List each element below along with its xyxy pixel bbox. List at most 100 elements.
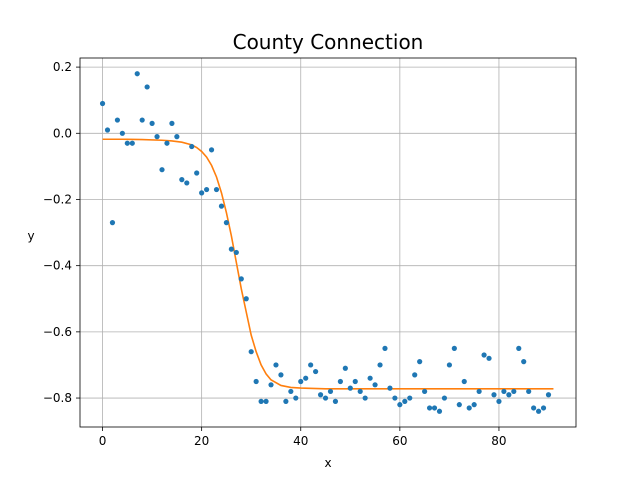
data-point xyxy=(159,167,165,173)
x-axis-ticks: 0 20 40 60 80 xyxy=(99,427,507,448)
data-point xyxy=(268,382,274,388)
data-point xyxy=(184,180,190,186)
x-tick-label: 80 xyxy=(491,434,506,448)
data-point xyxy=(233,249,239,256)
data-point xyxy=(531,405,537,411)
x-axis-label: x xyxy=(324,456,331,470)
data-point xyxy=(501,388,507,395)
data-points-layer xyxy=(99,71,552,414)
data-point xyxy=(392,395,398,401)
data-point xyxy=(179,177,185,183)
data-point xyxy=(313,368,319,375)
data-point xyxy=(134,71,140,77)
y-tick-label: −0.4 xyxy=(43,259,72,273)
data-point xyxy=(253,378,259,385)
data-point xyxy=(169,120,175,126)
data-point xyxy=(422,388,428,395)
data-point xyxy=(377,362,383,368)
data-point xyxy=(402,398,408,404)
chart-title: County Connection xyxy=(233,30,424,54)
data-point xyxy=(337,378,343,385)
x-tick-label: 60 xyxy=(392,434,407,448)
data-point xyxy=(496,398,502,404)
data-point xyxy=(194,170,200,176)
data-point xyxy=(456,402,462,408)
data-point xyxy=(461,378,467,385)
data-point xyxy=(417,359,423,365)
data-point xyxy=(164,140,170,146)
data-point xyxy=(317,392,324,398)
data-point xyxy=(367,375,373,381)
grid xyxy=(80,58,576,427)
data-point xyxy=(426,405,433,411)
data-point xyxy=(511,388,517,395)
x-tick-label: 20 xyxy=(194,434,209,448)
data-point xyxy=(144,84,150,90)
data-point xyxy=(104,127,111,133)
data-point xyxy=(407,395,413,401)
data-point xyxy=(303,375,309,381)
y-axis-label: y xyxy=(27,229,34,243)
data-point xyxy=(486,355,492,361)
data-point xyxy=(535,408,542,414)
data-point xyxy=(352,378,358,385)
data-point xyxy=(372,382,378,388)
data-point xyxy=(114,117,121,123)
data-point xyxy=(99,100,106,107)
data-point xyxy=(154,134,160,140)
data-point xyxy=(204,186,210,193)
data-point xyxy=(476,388,482,395)
data-point xyxy=(263,398,269,404)
data-point xyxy=(491,392,497,398)
data-point xyxy=(189,143,195,150)
fit-curve xyxy=(102,138,554,390)
data-point xyxy=(308,362,314,368)
data-point xyxy=(332,398,339,404)
y-tick-label: −0.6 xyxy=(43,325,72,339)
data-point xyxy=(273,362,279,368)
y-axis-ticks: 0.2 0.0 −0.2 −0.4 −0.6 −0.8 xyxy=(43,60,80,405)
data-point xyxy=(357,388,363,395)
data-point xyxy=(521,359,527,365)
data-point xyxy=(208,147,215,153)
data-point xyxy=(293,395,299,401)
data-point xyxy=(412,372,418,378)
data-point xyxy=(540,405,547,411)
data-point xyxy=(139,117,145,123)
data-point xyxy=(545,392,552,398)
data-point xyxy=(382,345,388,351)
data-point xyxy=(199,190,205,196)
data-point xyxy=(129,140,135,146)
x-tick-label: 0 xyxy=(99,434,107,448)
data-point xyxy=(149,120,155,126)
data-point xyxy=(322,395,329,401)
data-point xyxy=(516,345,522,351)
data-point xyxy=(238,276,244,282)
data-point xyxy=(451,345,457,351)
data-point xyxy=(228,246,234,252)
y-tick-label: −0.2 xyxy=(43,192,72,206)
data-point xyxy=(283,398,289,404)
data-point xyxy=(466,405,472,411)
data-point xyxy=(506,392,512,398)
data-point xyxy=(526,388,532,395)
data-point xyxy=(362,395,368,401)
data-point xyxy=(327,388,334,395)
data-point xyxy=(387,385,393,391)
y-tick-label: −0.8 xyxy=(43,391,72,405)
data-point xyxy=(218,203,225,209)
data-point xyxy=(471,402,477,408)
data-point xyxy=(481,352,487,358)
data-point xyxy=(119,130,125,136)
plot-frame xyxy=(79,57,577,428)
data-point xyxy=(248,349,254,355)
data-point xyxy=(174,134,180,140)
data-point xyxy=(258,398,264,404)
data-point xyxy=(288,388,294,395)
data-point xyxy=(298,378,304,385)
y-tick-label: 0.0 xyxy=(53,126,72,140)
data-point xyxy=(223,220,230,226)
data-point xyxy=(109,220,116,226)
data-point xyxy=(213,186,220,193)
